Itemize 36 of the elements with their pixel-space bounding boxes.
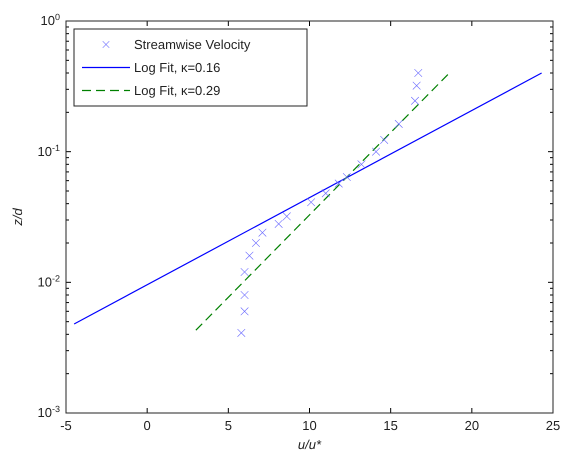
x-tick-label: 0 [144,418,151,434]
x-tick-label: 5 [224,418,232,434]
x-tick-label: 15 [383,418,398,434]
point [282,212,291,220]
point [334,179,343,188]
point [410,96,420,105]
x-tick-label: 20 [464,418,480,434]
legend-label: Log Fit, κ=0.29 [134,83,220,98]
legend-label: Log Fit, κ=0.16 [134,60,220,76]
point [322,189,330,198]
point [240,307,249,316]
x-tick-label: 10 [302,418,317,434]
point [306,198,316,206]
point [357,160,366,168]
y-tick-label: 10$^{-2}$ [38,273,60,290]
point [258,228,267,237]
legend-label: Streamwise Velocity [134,37,251,52]
point [412,82,421,90]
y-axis-title: z/d [10,208,25,227]
x-tick-label: 25 [546,418,560,434]
x-axis-title: u/u* [298,437,322,452]
point [380,136,388,144]
y-tick-label: 10$^{-1}$ [38,142,60,159]
point [274,220,283,228]
point [342,172,351,182]
y-tick-label: 10$^{-3}$ [38,404,60,420]
point [372,148,380,156]
point [237,328,246,338]
point [252,238,260,248]
point [240,290,249,300]
point [394,120,403,128]
point [414,68,422,78]
x-tick-label: -5 [60,418,72,434]
y-tick-label: 10$^{0}$ [40,12,60,28]
point [245,252,254,260]
point [240,268,249,276]
